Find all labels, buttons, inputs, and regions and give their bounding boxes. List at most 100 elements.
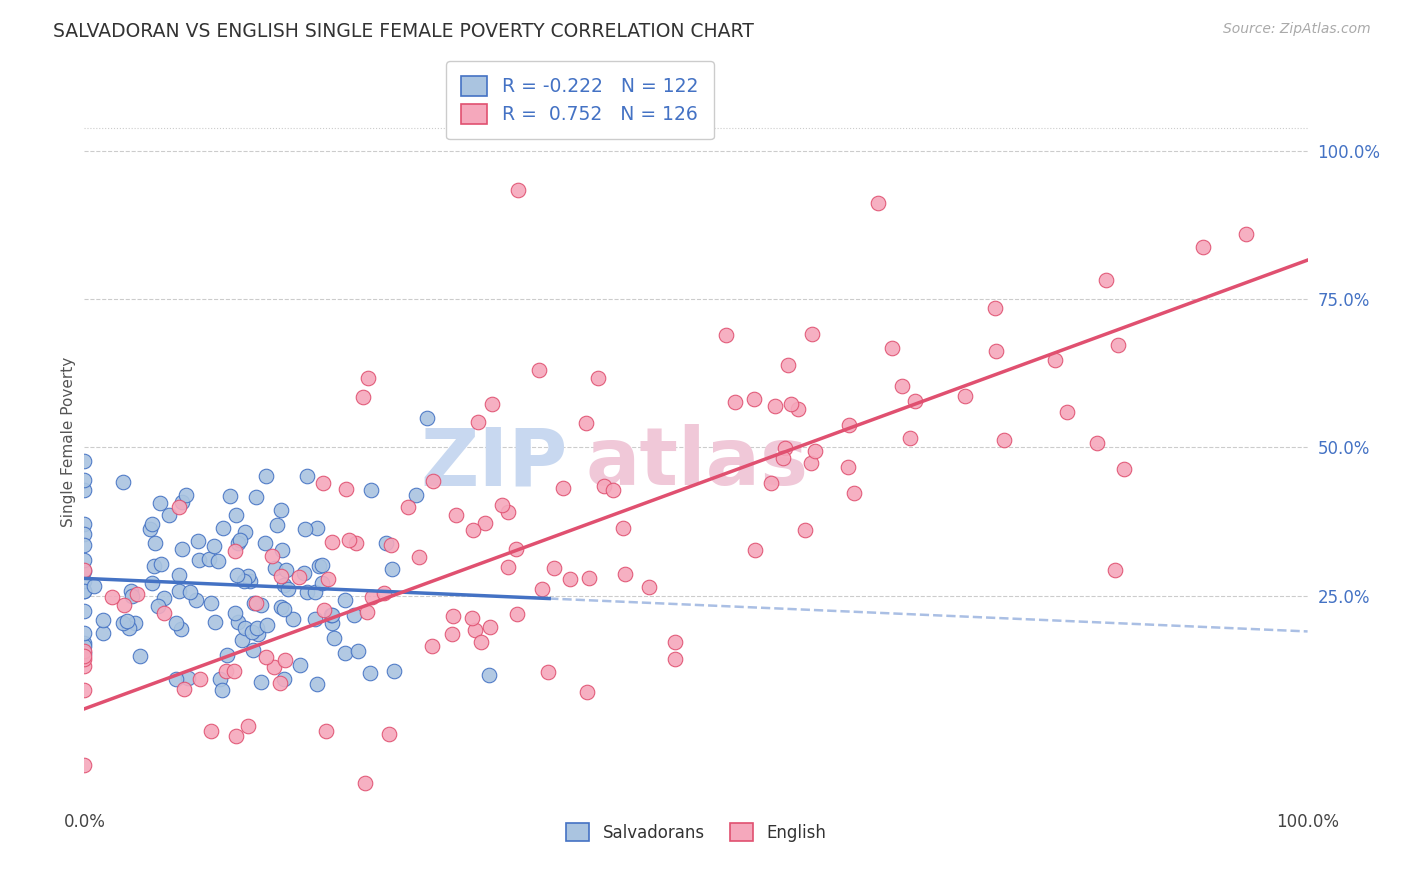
Point (800, 456, 823, 470)
Point (73, 563, 96, 577)
Point (461, 611, 484, 625)
Point (269, 675, 291, 690)
Point (273, 653, 295, 667)
Point (335, 483, 357, 497)
Point (262, 549, 284, 563)
Point (763, 399, 786, 413)
Point (118, 622, 141, 636)
Point (461, 523, 484, 537)
Point (167, 583, 190, 598)
Point (233, 621, 256, 635)
Point (321, 608, 343, 623)
Point (73, 605, 96, 619)
Point (420, 639, 443, 653)
Point (246, 627, 269, 641)
Point (295, 468, 318, 483)
Point (506, 607, 529, 621)
Point (73, 553, 96, 567)
Point (416, 410, 439, 425)
Point (321, 616, 343, 631)
Point (73, 454, 96, 468)
Point (498, 560, 520, 574)
Point (337, 533, 360, 547)
Point (73, 863, 96, 877)
Point (169, 887, 191, 892)
Point (273, 578, 295, 592)
Point (112, 598, 135, 612)
Point (1234, 227, 1257, 242)
Point (346, 644, 368, 658)
Point (295, 585, 318, 599)
Point (780, 397, 803, 411)
Point (238, 569, 260, 583)
Point (73, 876, 96, 890)
Point (217, 648, 239, 662)
Point (250, 598, 273, 612)
Point (73, 827, 96, 841)
Point (73, 583, 96, 598)
Point (380, 538, 402, 552)
Point (543, 561, 565, 575)
Legend: Salvadorans, English: Salvadorans, English (560, 817, 832, 848)
Text: SALVADORAN VS ENGLISH SINGLE FEMALE POVERTY CORRELATION CHART: SALVADORAN VS ENGLISH SINGLE FEMALE POVE… (53, 22, 754, 41)
Point (744, 543, 766, 558)
Point (724, 394, 747, 409)
Point (245, 596, 267, 610)
Point (353, 776, 375, 790)
Point (333, 592, 356, 607)
Point (508, 183, 530, 197)
Point (537, 665, 560, 679)
Point (245, 491, 267, 505)
Point (505, 542, 527, 557)
Point (408, 550, 430, 565)
Point (614, 566, 637, 581)
Point (491, 498, 513, 512)
Point (838, 418, 860, 433)
Point (283, 612, 305, 626)
Point (898, 432, 921, 446)
Point (219, 489, 242, 503)
Point (225, 729, 247, 743)
Point (344, 536, 367, 550)
Point (226, 535, 249, 549)
Point (211, 521, 233, 535)
Point (187, 533, 209, 548)
Point (112, 475, 135, 490)
Point (174, 487, 197, 501)
Point (165, 672, 187, 686)
Point (73, 758, 96, 772)
Point (149, 496, 172, 510)
Point (224, 544, 246, 558)
Point (146, 599, 169, 613)
Point (360, 483, 382, 497)
Point (984, 301, 1007, 315)
Point (993, 433, 1015, 447)
Point (73, 648, 96, 663)
Point (273, 602, 295, 616)
Point (882, 341, 904, 355)
Point (496, 505, 519, 519)
Point (361, 590, 384, 604)
Point (359, 666, 381, 681)
Point (73, 564, 96, 578)
Point (474, 516, 496, 531)
Point (479, 619, 502, 633)
Point (73, 483, 96, 497)
Point (343, 607, 366, 622)
Point (233, 525, 256, 540)
Point (311, 575, 333, 590)
Point (440, 627, 463, 641)
Point (801, 327, 824, 342)
Point (152, 591, 174, 605)
Point (530, 582, 553, 596)
Point (224, 606, 246, 620)
Point (321, 535, 343, 549)
Point (121, 590, 143, 604)
Point (288, 657, 311, 672)
Point (73, 652, 96, 666)
Point (602, 483, 624, 497)
Point (73, 626, 96, 640)
Point (288, 570, 311, 584)
Point (333, 646, 356, 660)
Point (714, 327, 737, 342)
